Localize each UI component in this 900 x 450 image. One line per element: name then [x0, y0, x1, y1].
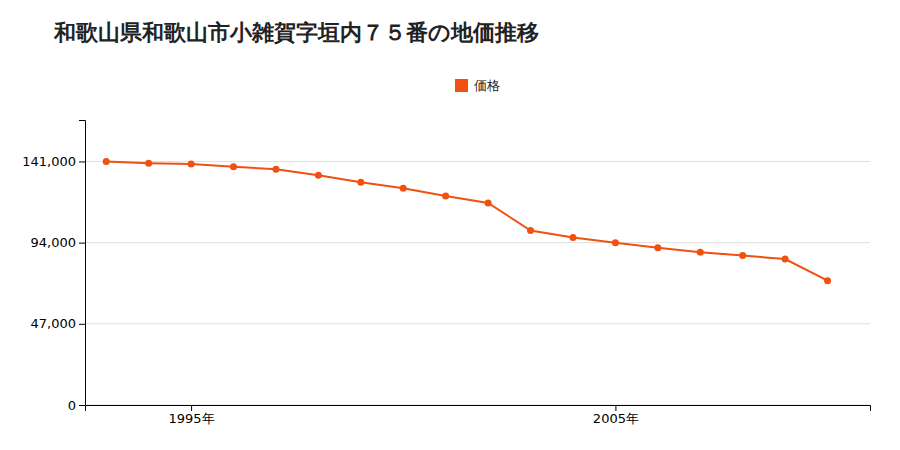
tick-mark	[79, 161, 85, 162]
tick: 47,000	[31, 316, 86, 331]
legend-label: 価格	[474, 78, 500, 93]
grid-line	[85, 242, 870, 243]
point	[272, 166, 279, 173]
chart: 和歌山県和歌山市小雑賀字垣内７５番の地価推移 1995年 2005年 0 47,000 9…	[0, 0, 900, 450]
legend-item: 価格	[455, 78, 500, 93]
point	[485, 199, 492, 206]
grid-line	[85, 323, 870, 324]
line	[106, 161, 827, 280]
point	[697, 249, 704, 256]
tick-label: 1995年	[169, 411, 215, 426]
tick: 1995年	[169, 405, 215, 426]
tick: 2005年	[593, 405, 639, 426]
point	[230, 163, 237, 170]
point	[824, 277, 831, 284]
grid	[85, 161, 870, 405]
tick: 0	[68, 398, 85, 413]
tick: 94,000	[31, 235, 86, 250]
legend: 価格	[455, 78, 500, 93]
tick-mark	[615, 405, 616, 411]
x-axis: 1995年 2005年	[86, 405, 871, 426]
grid-line	[85, 161, 870, 162]
point	[400, 185, 407, 192]
point	[315, 172, 322, 179]
axis-line	[79, 121, 86, 406]
tick-label: 141,000	[22, 154, 76, 169]
tick-mark	[79, 243, 85, 244]
point	[103, 158, 110, 165]
plot: 1995年 2005年 0 47,000 94,000 141,000	[22, 121, 870, 427]
point	[357, 179, 364, 186]
point	[442, 193, 449, 200]
y-axis: 0 47,000 94,000 141,000	[22, 121, 85, 413]
point	[569, 234, 576, 241]
point	[782, 256, 789, 263]
tick-mark	[79, 405, 85, 406]
tick-label: 0	[68, 398, 76, 413]
tick-label: 94,000	[31, 235, 77, 250]
point	[612, 239, 619, 246]
legend-swatch	[455, 79, 468, 92]
point	[145, 160, 152, 167]
tick-label: 47,000	[31, 316, 77, 331]
point	[739, 252, 746, 259]
tick-mark	[191, 405, 192, 411]
marks	[103, 158, 831, 284]
axis-line	[86, 406, 871, 412]
tick-mark	[79, 324, 85, 325]
tick: 141,000	[22, 154, 85, 169]
tick-label: 2005年	[593, 411, 639, 426]
point	[188, 161, 195, 168]
point	[654, 244, 661, 251]
point	[527, 227, 534, 234]
title: 和歌山県和歌山市小雑賀字垣内７５番の地価推移	[53, 20, 539, 45]
